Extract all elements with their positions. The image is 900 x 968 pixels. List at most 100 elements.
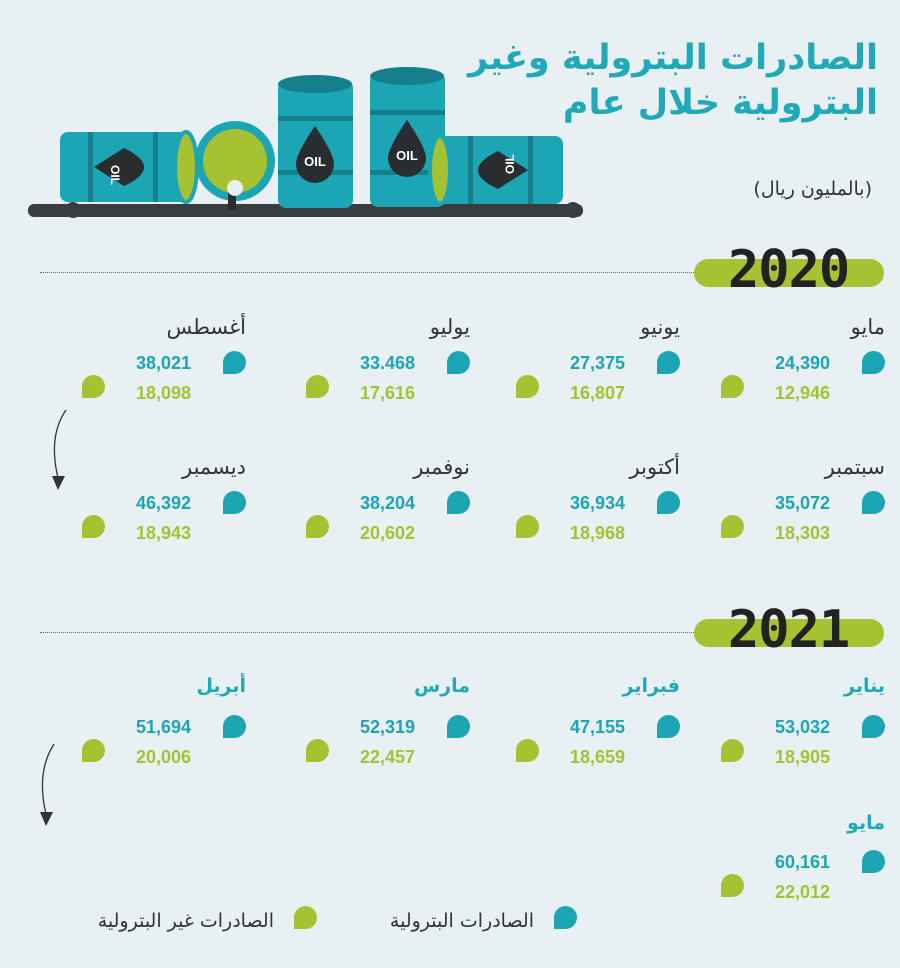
oil-value: 51,694 [135, 717, 191, 737]
oil-marker-icon [447, 491, 470, 514]
barrel-standing-1: OIL [278, 75, 353, 208]
non-oil-value: 22,012 [774, 882, 830, 902]
non-oil-marker-icon [516, 375, 539, 398]
oil-value: 35,072 [774, 493, 830, 513]
non-oil-marker-icon [516, 515, 539, 538]
barrel-label-3: OIL [396, 148, 418, 163]
month-label: يناير [844, 675, 885, 697]
month-cell-2020-dec: ديسمبر 46,392 18,943 [82, 455, 248, 565]
oil-value: 33.468 [359, 353, 415, 373]
divider-2020 [40, 272, 700, 273]
oil-value: 47,155 [569, 717, 625, 737]
month-cell-2020-jun: يونيو 27,375 16,807 [516, 315, 682, 425]
oil-marker-icon [223, 491, 246, 514]
continue-arrow-2021 [40, 743, 55, 826]
month-cell-2020-jul: يوليو 33.468 17,616 [306, 315, 472, 425]
month-label: ديسمبر [182, 455, 246, 479]
month-cell-2021-apr: أبريل 51,694 20,006 [82, 675, 248, 785]
month-label: أبريل [196, 675, 246, 697]
legend-non-oil-label: الصادرات غير البترولية [97, 910, 274, 932]
oil-value: 46,392 [135, 493, 191, 513]
month-label: سبتمبر [824, 455, 885, 479]
non-oil-marker-icon [721, 739, 744, 762]
month-label: مايو [850, 315, 885, 339]
oil-value: 27,375 [569, 353, 625, 373]
infographic-title: الصادرات البترولية وغير البترولية خلال ع… [458, 36, 878, 126]
month-label: مارس [413, 675, 470, 697]
non-oil-marker-icon [82, 739, 105, 762]
oil-marker-icon [862, 351, 885, 374]
legend-oil-icon [554, 906, 577, 929]
oil-marker-icon [657, 491, 680, 514]
continue-arrow-2020 [52, 409, 67, 490]
month-label: نوفمبر [413, 455, 470, 479]
month-label: أكتوبر [629, 455, 680, 479]
oil-marker-icon [862, 715, 885, 738]
title-line-2: البترولية خلال عام [562, 83, 878, 123]
oil-marker-icon [862, 491, 885, 514]
barrel-label-2: OIL [304, 154, 326, 169]
month-cell-2020-oct: أكتوبر 36,934 18,968 [516, 455, 682, 565]
non-oil-marker-icon [306, 515, 329, 538]
non-oil-marker-icon [306, 739, 329, 762]
year-band-2020 [694, 259, 884, 287]
legend-oil-label: الصادرات البترولية [389, 910, 534, 932]
oil-value: 38,021 [135, 353, 191, 373]
year-band-2021 [694, 619, 884, 647]
non-oil-marker-icon [82, 515, 105, 538]
non-oil-marker-icon [516, 739, 539, 762]
oil-marker-icon [657, 351, 680, 374]
month-cell-2021-jan: يناير 53,032 18,905 [721, 675, 887, 785]
month-label: أغسطس [166, 315, 246, 339]
oil-value: 24,390 [774, 353, 830, 373]
non-oil-marker-icon [721, 874, 744, 897]
oil-barrels-illustration: OIL OIL OIL OIL [28, 67, 583, 218]
barrel-right-lying: OIL [428, 134, 563, 206]
non-oil-value: 18,968 [569, 523, 625, 543]
barrel-label-1: OIL [108, 165, 122, 185]
year-2020: 2020 [728, 240, 850, 300]
month-label: يونيو [640, 315, 680, 339]
oil-marker-icon [223, 715, 246, 738]
divider-2021 [40, 632, 700, 633]
non-oil-value: 18,905 [774, 747, 830, 767]
non-oil-value: 18,303 [774, 523, 830, 543]
year-2021: 2021 [728, 600, 850, 660]
non-oil-value: 16,807 [569, 383, 625, 403]
barrel-standing-2: OIL [370, 67, 445, 207]
non-oil-marker-icon [82, 375, 105, 398]
month-cell-2020-may: مايو 24,390 12,946 [721, 315, 887, 425]
month-cell-2020-aug: أغسطس 38,021 18,098 [82, 315, 248, 425]
barrel-left-lying: OIL [60, 130, 199, 204]
oil-value: 52,319 [359, 717, 415, 737]
title-line-1: الصادرات البترولية وغير [467, 38, 878, 78]
month-label: فبراير [622, 675, 680, 697]
month-cell-2021-feb: فبراير 47,155 18,659 [516, 675, 682, 785]
month-label: مايو [847, 812, 885, 834]
oil-marker-icon [223, 351, 246, 374]
oil-value: 38,204 [359, 493, 415, 513]
non-oil-value: 17,616 [359, 383, 415, 403]
oil-marker-icon [447, 351, 470, 374]
month-cell-2021-mar: مارس 52,319 22,457 [306, 675, 472, 785]
legend-non-oil-icon [294, 906, 317, 929]
non-oil-marker-icon [721, 375, 744, 398]
non-oil-value: 12,946 [774, 383, 830, 403]
oil-value: 60,161 [774, 852, 830, 872]
non-oil-value: 20,602 [359, 523, 415, 543]
month-label: يوليو [429, 315, 470, 339]
oil-value: 36,934 [569, 493, 625, 513]
month-cell-2020-nov: نوفمبر 38,204 20,602 [306, 455, 472, 565]
non-oil-value: 18,659 [569, 747, 625, 767]
unit-label: (بالمليون ريال) [753, 178, 872, 200]
non-oil-marker-icon [306, 375, 329, 398]
non-oil-value: 18,098 [135, 383, 191, 403]
non-oil-marker-icon [721, 515, 744, 538]
barrel-end-view [195, 121, 275, 210]
oil-marker-icon [447, 715, 470, 738]
barrel-label-4: OIL [503, 154, 517, 174]
month-cell-2020-sep: سبتمبر 35,072 18,303 [721, 455, 887, 565]
oil-value: 53,032 [774, 717, 830, 737]
oil-marker-icon [657, 715, 680, 738]
non-oil-value: 20,006 [135, 747, 191, 767]
